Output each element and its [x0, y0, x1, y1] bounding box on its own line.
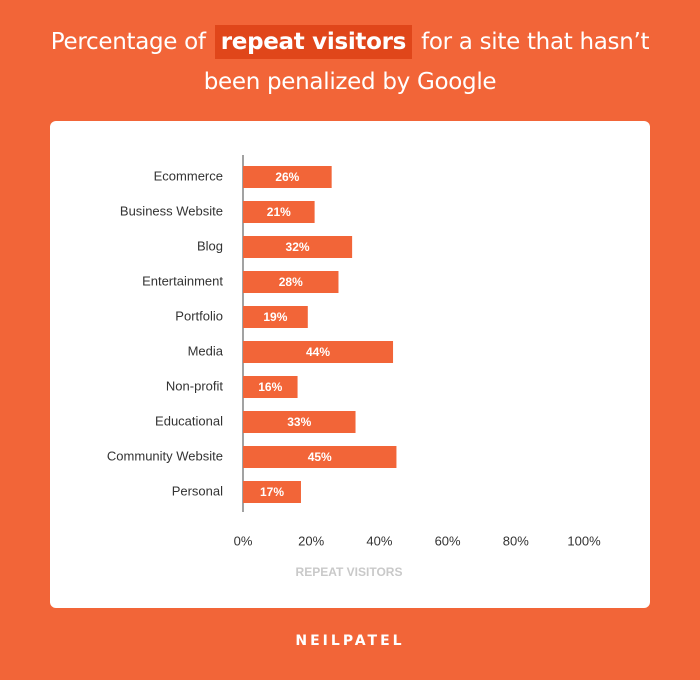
bar — [243, 201, 315, 223]
bar-value-label: 33% — [287, 415, 311, 429]
category-label: Entertainment — [142, 273, 223, 288]
x-tick-label: 0% — [234, 533, 253, 548]
category-label: Educational — [155, 413, 223, 428]
brand-logo: NEILPATEL — [295, 633, 405, 649]
bar — [243, 376, 298, 398]
bar-value-label: 44% — [306, 345, 330, 359]
bar — [243, 166, 332, 188]
category-label: Personal — [172, 483, 223, 498]
x-tick-label: 100% — [567, 533, 601, 548]
bar — [243, 481, 301, 503]
bar-value-label: 28% — [279, 275, 303, 289]
title-text-before: Percentage of — [50, 29, 206, 55]
bar-value-label: 21% — [267, 205, 291, 219]
chart-card: Ecommerce 26% Business Website 21% Blog 32% En… — [50, 121, 650, 608]
bar — [243, 411, 356, 433]
category-label: Business Website — [120, 203, 223, 218]
title-line-1: Percentage of repeat visitors for a site… — [0, 22, 700, 62]
bar-value-label: 26% — [275, 170, 299, 184]
category-label: Ecommerce — [154, 168, 223, 183]
bar — [243, 446, 397, 468]
bar-chart: Ecommerce 26% Business Website 21% Blog 32% En… — [107, 155, 601, 579]
x-tick-label: 60% — [435, 533, 461, 548]
bar-value-label: 45% — [308, 450, 332, 464]
category-label: Blog — [197, 238, 223, 253]
title-line-2: been penalized by Google — [203, 69, 497, 95]
x-tick-label: 80% — [503, 533, 529, 548]
category-label: Community Website — [107, 448, 223, 463]
bar — [243, 341, 394, 363]
title-text-after: for a site that hasn’t — [421, 29, 650, 55]
bar — [243, 236, 353, 258]
x-axis-title: REPEAT VISITORS — [296, 565, 403, 579]
category-label: Non-profit — [166, 378, 223, 393]
bar-value-label: 32% — [286, 240, 310, 254]
title-highlight: repeat visitors — [214, 25, 413, 59]
x-tick-label: 20% — [298, 533, 324, 548]
bar-value-label: 17% — [260, 485, 284, 499]
category-label: Portfolio — [175, 308, 223, 323]
category-label: Media — [188, 343, 224, 358]
x-tick-label: 40% — [366, 533, 392, 548]
bar — [243, 306, 308, 328]
chart-title: Percentage of repeat visitors for a site… — [0, 22, 700, 102]
bar-value-label: 16% — [258, 380, 282, 394]
bar — [243, 271, 339, 293]
bar-value-label: 19% — [263, 310, 287, 324]
